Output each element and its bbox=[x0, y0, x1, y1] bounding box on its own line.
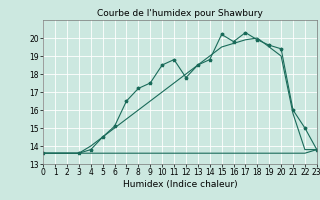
Title: Courbe de l'humidex pour Shawbury: Courbe de l'humidex pour Shawbury bbox=[97, 9, 263, 18]
X-axis label: Humidex (Indice chaleur): Humidex (Indice chaleur) bbox=[123, 180, 237, 189]
